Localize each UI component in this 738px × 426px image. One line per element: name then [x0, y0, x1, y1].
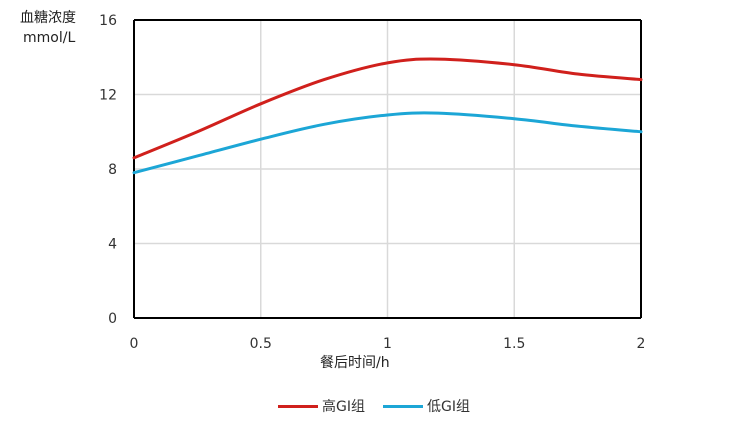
legend-label-low-gi: 低GI组 [426, 399, 470, 415]
x-tick-label: 0 [130, 336, 139, 352]
legend-swatch-low-gi [382, 404, 423, 408]
legend-item-low-gi: 低GI组 [382, 396, 470, 416]
x-tick-label: 1 [383, 336, 392, 352]
y-axis-label-line1: 血糖浓度 [20, 10, 76, 26]
legend-swatch-high-gi [278, 404, 318, 408]
y-tick-label: 12 [99, 88, 117, 104]
axes [133, 19, 642, 319]
x-axis-label: 餐后时间/h [320, 355, 390, 371]
grid-lines [134, 20, 641, 318]
x-tick-label: 0.5 [250, 336, 272, 352]
legend-item-high-gi: 高GI组 [278, 396, 365, 416]
y-tick-label: 0 [108, 311, 117, 327]
y-axis-label: 血糖浓度 mmol/L [20, 8, 76, 48]
tick-labels: 0 0.5 1 1.5 2 0 4 8 12 16 [99, 13, 645, 352]
series-line-high-gi [132, 57, 643, 160]
series-lines [132, 57, 643, 175]
legend-label-high-gi: 高GI组 [322, 399, 365, 415]
y-tick-label: 8 [108, 162, 117, 178]
legend: 高GI组 低GI组 [278, 396, 488, 416]
y-axis-label-line2: mmol/L [23, 30, 76, 46]
y-tick-label: 16 [99, 13, 117, 29]
x-tick-label: 1.5 [503, 336, 525, 352]
x-tick-label: 2 [637, 336, 646, 352]
y-tick-label: 4 [108, 237, 117, 253]
series-line-low-gi [132, 111, 643, 175]
